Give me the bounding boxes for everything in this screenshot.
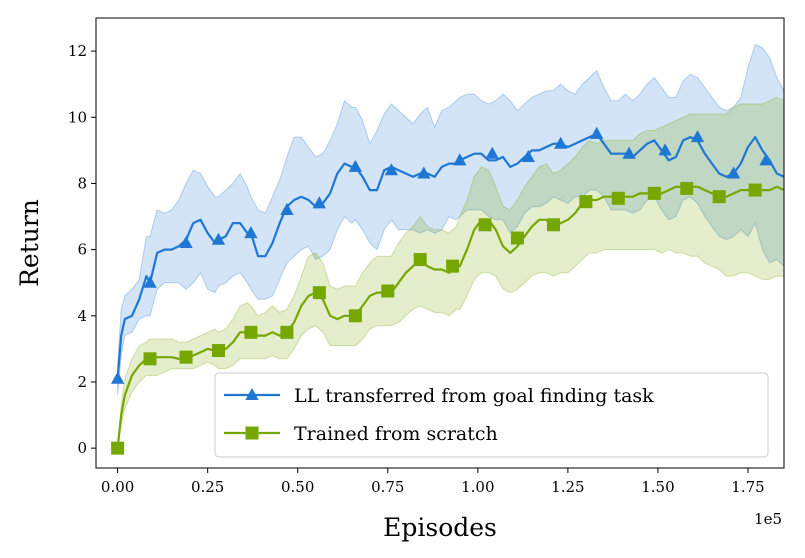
marker-scratch xyxy=(211,344,225,358)
x-tick-label: 1.25 xyxy=(551,478,584,496)
marker-scratch xyxy=(712,190,726,204)
x-axis-ticks: 0.00 0.25 0.50 0.75 1.00 1.25 1.50 1.75 xyxy=(101,468,765,496)
marker-transferred xyxy=(759,153,773,166)
legend-entries: LL transferred from goal finding task Tra… xyxy=(224,385,654,445)
marker-transferred xyxy=(521,149,535,163)
legend: LL transferred from goal finding task Tra… xyxy=(214,372,769,458)
marker-scratch xyxy=(611,191,625,205)
legend-marker-transferred xyxy=(245,388,259,401)
x-tick-label: 1.75 xyxy=(731,478,764,496)
marker-transferred xyxy=(110,371,125,384)
marker-transferred xyxy=(143,275,157,288)
x-tick-label: 1.50 xyxy=(641,478,674,496)
y-tick-label: 12 xyxy=(68,42,87,60)
legend-label-scratch: Trained from scratch xyxy=(294,423,498,445)
marker-scratch xyxy=(280,325,294,339)
y-tick-label: 8 xyxy=(77,174,87,192)
band-transferred xyxy=(117,43,784,396)
band-scratch xyxy=(117,96,784,449)
y-axis-ticks: 0 2 4 6 8 10 12 xyxy=(68,42,96,457)
x-tick-label: 1.00 xyxy=(461,478,494,496)
marker-scratch xyxy=(111,441,125,455)
marker-transferred xyxy=(453,153,467,166)
legend-box xyxy=(214,372,769,458)
x-tick-label: 0.50 xyxy=(281,478,314,496)
marker-scratch xyxy=(647,186,661,200)
confidence-bands xyxy=(117,43,784,449)
marker-transferred xyxy=(554,136,568,149)
x-axis-offset-label: 1e5 xyxy=(754,510,782,528)
y-tick-label: 6 xyxy=(77,241,87,259)
x-axis-label: Episodes xyxy=(383,513,497,542)
x-tick-label: 0.00 xyxy=(101,478,134,496)
marker-transferred xyxy=(312,196,326,209)
marker-transferred xyxy=(658,143,672,156)
marker-transferred xyxy=(348,159,363,172)
legend-marker-scratch xyxy=(245,426,259,440)
y-tick-label: 2 xyxy=(77,373,87,391)
marker-scratch xyxy=(546,218,560,232)
marker-scratch xyxy=(680,181,694,195)
marker-transferred xyxy=(280,202,294,215)
marker-scratch xyxy=(478,218,492,232)
marker-scratch xyxy=(381,284,395,298)
marker-scratch xyxy=(510,231,524,245)
x-tick-label: 0.25 xyxy=(191,478,224,496)
y-axis-label: Return xyxy=(15,199,44,287)
marker-scratch xyxy=(748,183,762,197)
marker-scratch xyxy=(348,309,362,323)
marker-transferred xyxy=(211,232,226,245)
series-markers xyxy=(110,126,773,455)
marker-scratch xyxy=(312,286,326,300)
y-tick-label: 10 xyxy=(68,108,87,126)
marker-transferred xyxy=(417,166,431,179)
marker-scratch xyxy=(244,325,258,339)
marker-transferred xyxy=(179,236,193,249)
marker-transferred xyxy=(726,166,741,179)
marker-scratch xyxy=(413,253,427,267)
y-tick-label: 4 xyxy=(77,307,87,325)
marker-scratch xyxy=(579,195,593,209)
marker-transferred xyxy=(690,130,705,143)
marker-transferred xyxy=(485,146,499,159)
marker-scratch xyxy=(446,259,460,273)
x-tick-label: 0.75 xyxy=(371,478,404,496)
marker-transferred xyxy=(622,146,636,159)
marker-transferred xyxy=(384,163,399,176)
marker-scratch xyxy=(179,350,193,364)
marker-scratch xyxy=(143,352,157,366)
plot-area-frame xyxy=(95,17,785,469)
marker-transferred xyxy=(590,126,604,139)
legend-label-transferred: LL transferred from goal finding task xyxy=(294,385,654,407)
y-tick-label: 0 xyxy=(77,439,87,457)
marker-transferred xyxy=(244,226,258,239)
